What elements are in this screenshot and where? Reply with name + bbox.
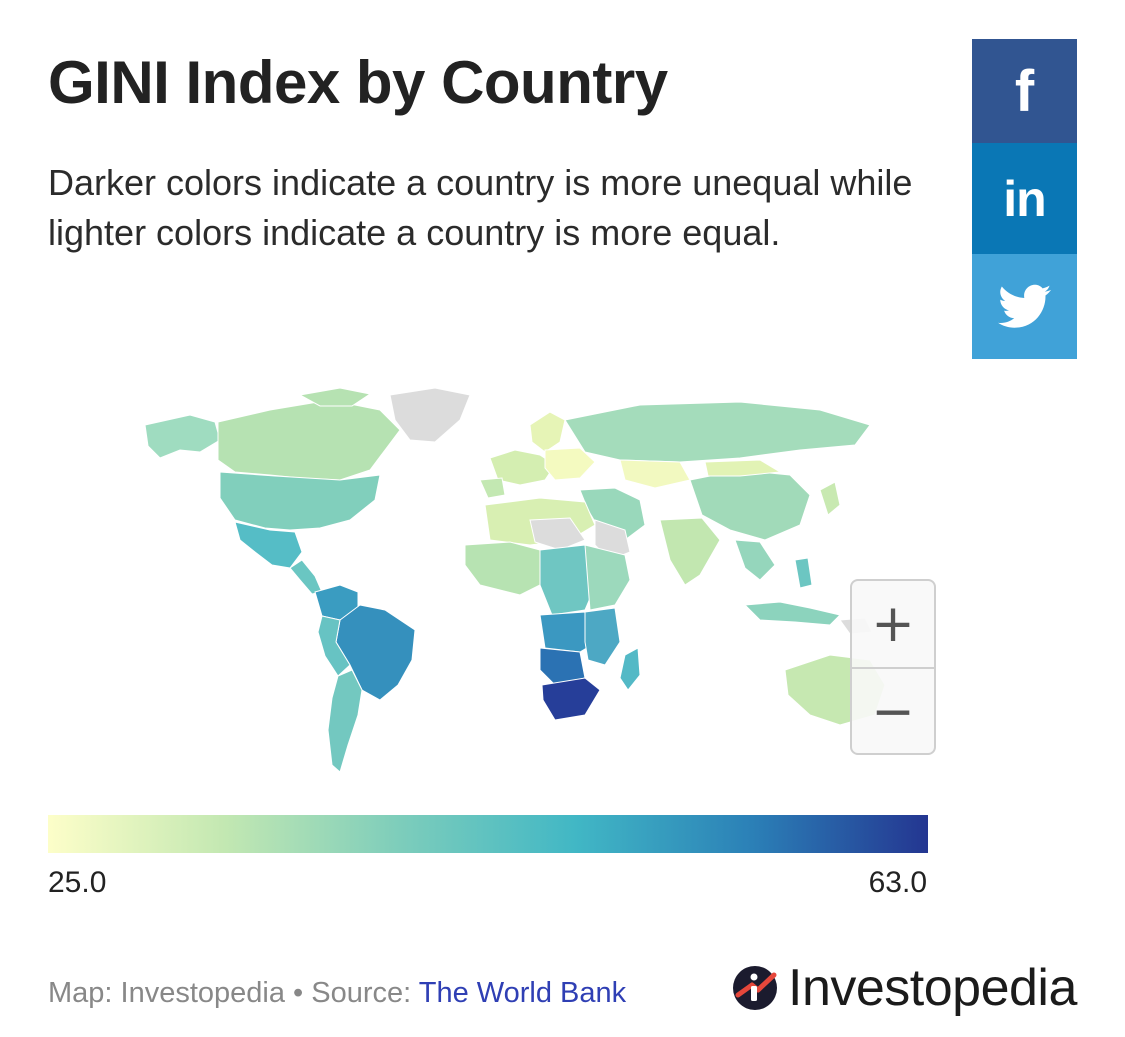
region-argentina-chile[interactable] <box>327 669 363 773</box>
zoom-in-button[interactable]: + <box>852 581 934 669</box>
region-philippines[interactable] <box>794 557 813 589</box>
investopedia-mark-icon <box>733 966 777 1010</box>
region-indonesia[interactable] <box>743 601 841 626</box>
region-west-africa[interactable] <box>464 541 551 596</box>
region-southeast-asia[interactable] <box>734 539 776 581</box>
twitter-share-button[interactable] <box>972 254 1077 359</box>
region-iberia[interactable] <box>479 477 506 499</box>
share-bar: f in <box>972 39 1077 359</box>
region-canada[interactable] <box>217 399 401 481</box>
legend-gradient-bar <box>48 815 928 853</box>
region-alaska[interactable] <box>144 414 221 459</box>
credit-text: Map: Investopedia • Source: <box>48 977 419 1009</box>
logo-text: Investopedia <box>788 959 1077 1017</box>
region-greenland[interactable] <box>389 387 471 443</box>
region-east-africa[interactable] <box>584 544 631 611</box>
facebook-icon: f <box>1014 58 1035 124</box>
region-mongolia[interactable] <box>704 459 782 477</box>
region-canada-islands[interactable] <box>298 387 372 407</box>
region-madagascar[interactable] <box>619 647 641 691</box>
region-kazakhstan[interactable] <box>619 459 691 489</box>
investopedia-logo[interactable]: Investopedia <box>730 958 1077 1018</box>
zoom-out-button[interactable]: − <box>871 682 915 742</box>
page-title: GINI Index by Country <box>48 49 668 116</box>
linkedin-share-button[interactable]: in <box>972 143 1077 254</box>
region-mozambique-zimbabwe[interactable] <box>584 607 621 666</box>
page-subtitle: Darker colors indicate a country is more… <box>48 162 913 254</box>
zoom-control: + − <box>850 579 936 755</box>
region-japan[interactable] <box>819 481 841 516</box>
legend-min-label: 25.0 <box>48 866 107 899</box>
world-map[interactable] <box>40 380 960 800</box>
region-russia[interactable] <box>564 401 871 463</box>
region-south-africa[interactable] <box>541 677 601 721</box>
twitter-icon <box>997 284 1051 328</box>
region-usa[interactable] <box>219 471 381 531</box>
region-sahel[interactable] <box>529 517 586 551</box>
footer-credit: Map: Investopedia • Source: The World Ba… <box>48 977 626 1010</box>
region-central-america[interactable] <box>289 559 323 595</box>
region-eastern-europe[interactable] <box>544 447 596 481</box>
linkedin-icon: in <box>1003 170 1046 227</box>
legend-max-label: 63.0 <box>868 866 927 899</box>
facebook-share-button[interactable]: f <box>972 39 1077 143</box>
region-india[interactable] <box>659 517 721 586</box>
region-peru-bolivia[interactable] <box>317 615 351 677</box>
region-scandinavia[interactable] <box>529 411 566 453</box>
source-link[interactable]: The World Bank <box>418 977 627 1009</box>
